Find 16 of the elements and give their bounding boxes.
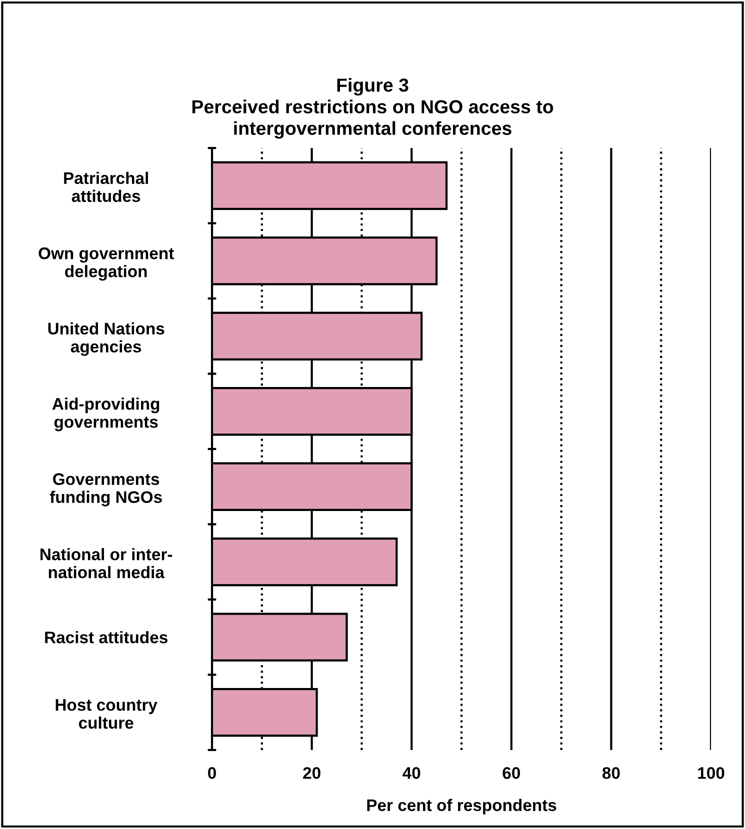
y-tick-label: Aid-providing governments [52,398,160,432]
y-tick-label: National or inter- national media [40,548,172,578]
x-tick-label: 40 [402,767,420,779]
x-axis-title: Per cent of respondents [367,798,556,814]
y-tick-label: Host country culture [56,699,158,729]
x-tick-label: 100 [698,767,724,779]
chart-title: Figure 3 Perceived restrictions on NGO access to intergovernmental conferences [192,78,554,139]
y-tick-label: Racist attitudes [45,631,168,644]
x-tick-label: 80 [602,767,620,779]
y-tick-label: Patriarchal attitudes [64,172,148,202]
y-tick-label: Own government delegation [38,247,174,281]
y-tick-label: Governments funding NGOs [50,473,162,506]
x-tick-label: 0 [208,767,216,779]
x-tick-label: 20 [303,767,320,779]
y-tick-label: United Nations agencies [48,322,164,356]
x-tick-label: 60 [502,767,520,779]
